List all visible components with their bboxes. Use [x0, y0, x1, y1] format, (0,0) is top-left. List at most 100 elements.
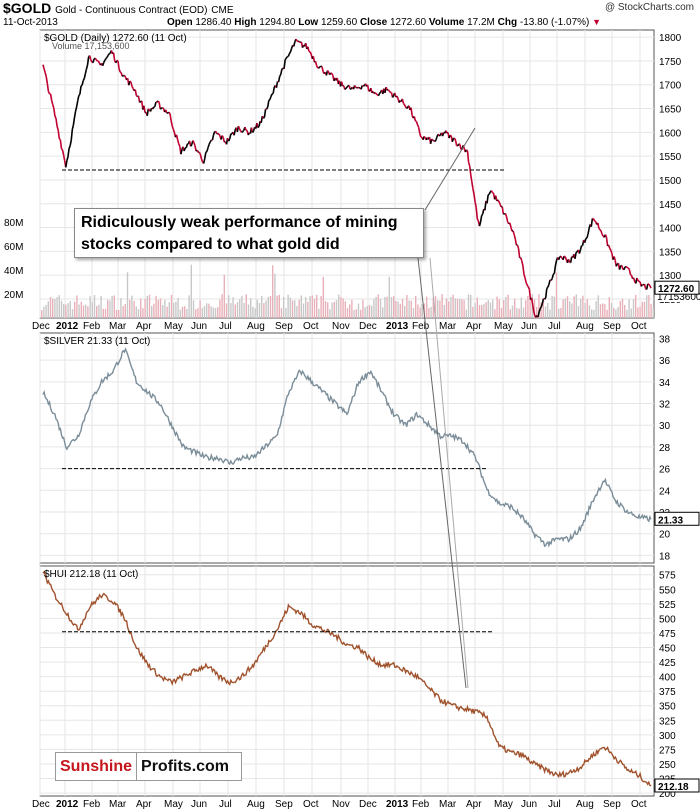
volume-bar [142, 308, 144, 318]
sunshine-profits-logo: Sunshine Profits.com [55, 752, 242, 781]
price-segment [609, 247, 612, 251]
volume-bar [175, 301, 177, 318]
volume-bar [621, 298, 624, 318]
volume-bar [245, 294, 247, 318]
volume-bar [577, 306, 580, 318]
price-segment [531, 304, 535, 312]
callout-pointer-hui-edge [429, 257, 469, 689]
price-segment [512, 230, 515, 235]
price-segment [135, 95, 138, 98]
volume-bar [419, 307, 421, 318]
price-segment [643, 283, 647, 289]
volume-bar [434, 296, 437, 318]
price-segment [309, 51, 312, 55]
volume-bar [206, 303, 208, 318]
x-tick-label: Jul [219, 799, 232, 810]
price-segment [79, 85, 82, 95]
volume-bar [630, 308, 632, 318]
volume-bar [406, 294, 408, 318]
y-tick-label-hui: 400 [659, 673, 676, 684]
price-segment [284, 57, 287, 61]
price-segment [613, 256, 616, 261]
price-line-hui [42, 570, 652, 787]
volume-bar [547, 303, 549, 318]
price-segment [62, 155, 66, 161]
y-tick-label-hui: 575 [659, 571, 676, 582]
price-segment [346, 85, 349, 88]
volume-bar [190, 264, 192, 318]
price-segment [629, 273, 632, 276]
volume-bar [76, 295, 78, 318]
price-segment [497, 199, 500, 203]
price-segment [238, 128, 242, 132]
price-segment [298, 40, 301, 44]
volume-bar [432, 297, 434, 318]
price-segment [373, 92, 376, 95]
volume-bar [331, 302, 333, 318]
volume-bar [368, 304, 371, 318]
volume-bar [518, 308, 520, 318]
price-segment [227, 138, 231, 142]
volume-bar [184, 306, 186, 318]
y-tick-label-gold: 1550 [659, 152, 682, 163]
close-label: Close [359, 17, 388, 28]
volume-bar [201, 307, 203, 318]
price-segment [295, 38, 298, 42]
price-segment [115, 60, 118, 64]
x-tick-label: Jul [548, 321, 561, 332]
volume-bar [41, 309, 43, 318]
price-segment [171, 125, 175, 130]
price-segment [598, 227, 601, 231]
volume-bar [186, 308, 188, 318]
volume-bar [302, 303, 305, 318]
volume-bar [516, 308, 518, 318]
quote-line: Open 1286.40 High 1294.80 Low 1259.60 Cl… [167, 17, 601, 28]
volume-bar [280, 308, 283, 318]
volume-bar [85, 304, 87, 318]
price-segment [82, 78, 85, 82]
volume-bar [375, 296, 377, 318]
symbol: $GOLD [3, 0, 52, 16]
price-segment [340, 81, 344, 87]
price-segment [331, 73, 334, 76]
volume-tick-label: 40M [4, 266, 23, 277]
volume-bar [109, 300, 111, 318]
volume-bar [120, 298, 122, 318]
price-segment [312, 56, 316, 63]
volume-bar [56, 297, 58, 318]
volume-bar [256, 299, 258, 318]
volume-bar [595, 301, 597, 318]
price-segment [123, 75, 127, 78]
price-segment [65, 160, 68, 168]
volume-bar [388, 276, 390, 318]
price-segment [88, 55, 92, 61]
price-segment [275, 81, 279, 88]
volume-bar [586, 298, 588, 318]
price-segment [499, 203, 502, 208]
price-segment [44, 72, 48, 77]
price-segment [583, 238, 587, 243]
price-segment [94, 57, 97, 61]
price-segment [361, 84, 364, 87]
price-segment [578, 249, 582, 254]
price-segment [418, 132, 422, 138]
volume-bar [54, 299, 56, 318]
volume-bar [181, 306, 184, 318]
price-segment [78, 93, 81, 97]
volume-bar [472, 306, 474, 318]
volume-bar [283, 297, 285, 318]
x-tick-label: Feb [412, 799, 430, 810]
volume-bar [452, 294, 454, 318]
volume-bar [591, 309, 593, 318]
price-segment [68, 145, 71, 149]
x-tick-label: Mar [109, 321, 127, 332]
price-segment [378, 91, 382, 94]
volume-bar [329, 309, 331, 318]
volume-bar [428, 308, 430, 318]
x-tick-label: Aug [247, 799, 265, 810]
volume-bar [188, 295, 190, 318]
price-segment [624, 265, 627, 268]
last-value-box-hui [654, 778, 700, 793]
volume-bar [340, 297, 342, 318]
price-segment [544, 288, 548, 299]
